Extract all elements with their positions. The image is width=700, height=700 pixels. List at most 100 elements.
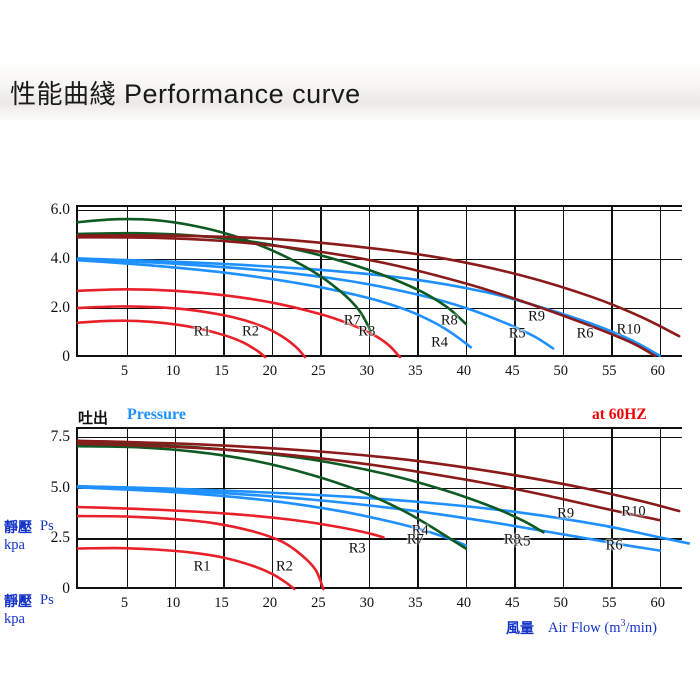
- plot-top-border: [78, 205, 682, 207]
- curve-layer: [76, 439, 691, 591]
- chart-50hz: 吐出 Pressure at 50HZ 靜壓 Ps kpa 風量 Air Flo…: [0, 165, 700, 563]
- x-axis-tick-label: 55: [602, 595, 617, 611]
- gridline-vertical: [465, 205, 468, 355]
- gridline-vertical: [417, 427, 419, 587]
- static-pressure-unit-top: kpa: [4, 537, 25, 553]
- gridline-horizontal: [78, 538, 682, 540]
- y-axis-tick-label: 0: [62, 580, 70, 597]
- curve-label-r2: R2: [275, 558, 293, 575]
- pressure-label-cjk-bottom: 吐出: [78, 409, 109, 427]
- x-axis-tick-label: 40: [456, 363, 472, 379]
- curve-r5: [76, 485, 662, 552]
- curve-label-r4: R4: [411, 522, 429, 539]
- curve-label-r3: R3: [348, 540, 366, 556]
- x-axis-tick-label: 55: [602, 363, 617, 379]
- curve-r9: [76, 442, 662, 522]
- gridline-horizontal: [78, 437, 682, 439]
- curve-label-r1: R1: [193, 323, 211, 340]
- hz-label-60: at 60HZ: [592, 406, 647, 423]
- x-axis-tick-label: 25: [311, 595, 326, 611]
- gridline-vertical: [223, 427, 225, 587]
- curve-r1: [76, 546, 296, 591]
- curve-label-r5: R5: [513, 533, 531, 550]
- curve-r2: [76, 514, 325, 591]
- gridline-vertical: [320, 205, 322, 355]
- y-axis-tick-label: 2.0: [50, 298, 70, 316]
- page-title-en: Performance curve: [124, 79, 361, 109]
- x-axis-tick-label: 15: [214, 595, 229, 611]
- curve-r7: [76, 444, 468, 550]
- curve-r1: [76, 319, 267, 359]
- x-axis-tick-label: 35: [408, 595, 423, 611]
- curve-r2: [76, 305, 307, 359]
- curve-label-r8: R8: [503, 531, 521, 548]
- x-axis-tick-label: 45: [505, 363, 520, 379]
- gridline-vertical: [514, 205, 516, 355]
- y-axis-tick-label: 7.5: [50, 428, 70, 446]
- gridline-vertical: [175, 427, 177, 587]
- gridline-vertical: [126, 205, 128, 355]
- gridline-horizontal: [78, 209, 682, 212]
- x-axis-tick-label: 20: [262, 363, 278, 379]
- y-axis-tick-label: 5.0: [50, 478, 70, 496]
- x-axis-tick-label: 10: [165, 595, 181, 611]
- x-axis-tick-label: 10: [165, 363, 181, 379]
- static-pressure-label-cjk-top: 靜壓: [4, 520, 32, 536]
- x-axis-tick-label: 5: [120, 363, 129, 379]
- plot-area-60hz: [76, 427, 691, 591]
- y-axis-tick-label: 0: [62, 348, 70, 365]
- gridline-vertical: [514, 427, 516, 587]
- gridline-horizontal: [78, 487, 682, 490]
- curve-label-r10: R10: [616, 321, 641, 338]
- airflow-label-en-bottom: Air Flow (m3/min): [548, 618, 657, 637]
- curve-label-r5: R5: [508, 325, 526, 342]
- airflow-sup2: 3: [620, 618, 626, 629]
- page-title-cjk: 性能曲綫: [10, 80, 117, 110]
- gridline-horizontal: [78, 308, 682, 310]
- curve-r5: [76, 257, 555, 350]
- curve-layer: [76, 217, 681, 359]
- static-pressure-label-cjk-bottom: 靜壓: [4, 594, 32, 610]
- pressure-label-en-bottom: Pressure: [127, 406, 186, 423]
- gridline-vertical: [271, 427, 274, 587]
- curve-r6: [76, 257, 662, 358]
- curve-label-r4: R4: [431, 334, 449, 351]
- curve-label-r7: R7: [343, 312, 361, 329]
- gridline-vertical: [175, 205, 177, 355]
- curve-r10: [76, 439, 681, 513]
- curve-r4: [76, 258, 472, 349]
- curve-label-r6: R6: [576, 325, 594, 342]
- gridline-vertical: [611, 205, 613, 355]
- static-pressure-unit-bottom: kpa: [4, 611, 25, 627]
- gridline-horizontal: [78, 258, 682, 261]
- y-axis-tick-label: 6.0: [50, 200, 70, 218]
- curve-label-r2: R2: [242, 323, 259, 340]
- curve-label-r6: R6: [605, 537, 623, 554]
- curve-r8: [76, 231, 468, 326]
- x-axis-tick-label: 50: [553, 595, 569, 611]
- x-axis-tick-label: 60: [650, 363, 666, 379]
- x-axis-tick-label: 30: [359, 363, 375, 379]
- static-pressure-label-en-bottom: Ps: [40, 592, 54, 608]
- curve-label-r8: R8: [440, 312, 458, 329]
- curve-label-r9: R9: [528, 308, 546, 325]
- curve-r9: [76, 236, 657, 358]
- curve-label-r7: R7: [406, 531, 424, 548]
- x-axis-tick-label: 30: [359, 595, 375, 611]
- airflow-en-b2: /min): [625, 619, 657, 636]
- gridline-vertical: [562, 205, 565, 355]
- gridline-vertical: [562, 427, 565, 587]
- y-axis-tick-label: 2.5: [50, 529, 70, 547]
- gridline-vertical: [611, 427, 613, 587]
- x-axis-tick-label: 5: [120, 595, 129, 611]
- x-axis-tick-label: 35: [408, 363, 423, 379]
- x-axis-tick-label: 60: [650, 595, 666, 611]
- page-title: 性能曲綫 Performance curve: [10, 74, 361, 111]
- airflow-label-cjk-bottom: 風量: [506, 621, 534, 637]
- plot-top-border: [78, 427, 682, 429]
- plot-area-50hz: [76, 205, 682, 359]
- curve-r6: [76, 484, 691, 545]
- curve-r3: [76, 505, 385, 539]
- static-pressure-label-en-top: Ps: [40, 518, 54, 534]
